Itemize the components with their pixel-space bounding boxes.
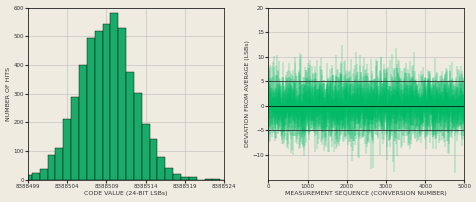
Bar [24, 175, 32, 180]
Bar [134, 93, 141, 180]
Bar [48, 155, 55, 180]
Bar [212, 179, 220, 180]
Bar [157, 157, 165, 180]
Bar [79, 65, 87, 180]
Bar [110, 13, 118, 180]
Bar [102, 24, 110, 180]
Bar [32, 173, 40, 180]
X-axis label: CODE VALUE (24-BIT LSBs): CODE VALUE (24-BIT LSBs) [84, 191, 168, 196]
Bar [63, 119, 71, 180]
Bar [118, 28, 126, 180]
Bar [165, 168, 173, 180]
Bar [173, 174, 180, 180]
Bar [149, 139, 157, 180]
Bar [180, 178, 188, 180]
Y-axis label: NUMBER OF HITS: NUMBER OF HITS [6, 66, 10, 121]
Bar [141, 124, 149, 180]
Y-axis label: DEVIATION FROM AVERAGE (LSBs): DEVIATION FROM AVERAGE (LSBs) [244, 40, 249, 147]
Bar [40, 169, 48, 180]
Bar [55, 148, 63, 180]
Bar [71, 97, 79, 180]
Bar [188, 177, 196, 180]
Bar [126, 72, 134, 180]
Bar [87, 38, 95, 180]
Bar [95, 31, 102, 180]
Bar [204, 179, 212, 180]
X-axis label: MEASUREMENT SEQUENCE (CONVERSION NUMBER): MEASUREMENT SEQUENCE (CONVERSION NUMBER) [285, 191, 446, 196]
